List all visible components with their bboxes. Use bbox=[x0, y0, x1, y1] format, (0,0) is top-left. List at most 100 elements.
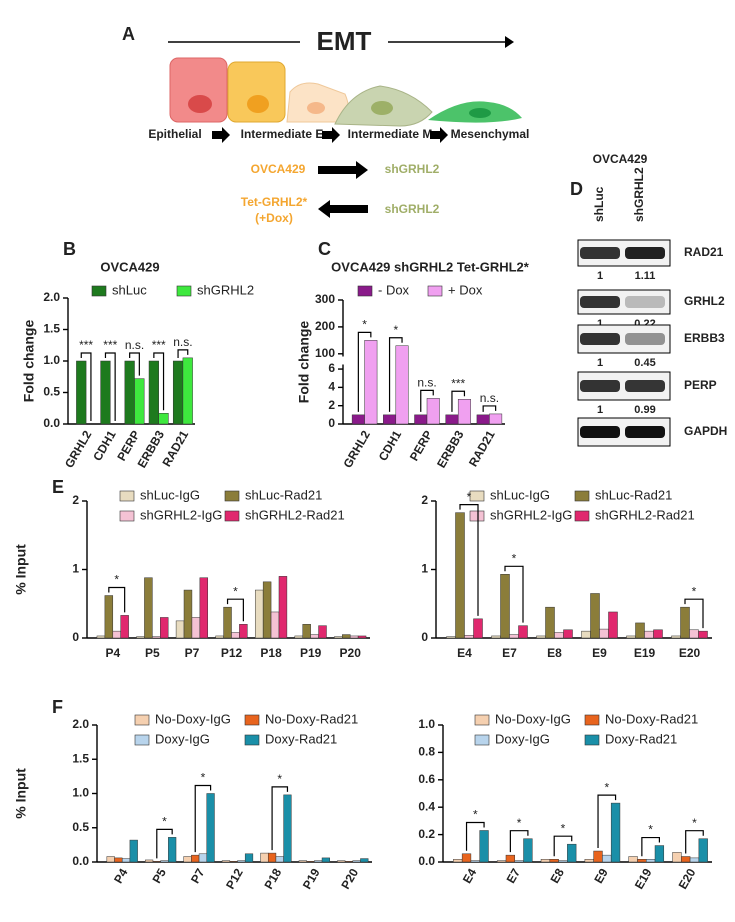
bar bbox=[278, 576, 288, 639]
y-tick-label: 6 bbox=[328, 361, 335, 375]
legend-swatch bbox=[91, 285, 107, 297]
bar bbox=[221, 860, 231, 863]
y-tick-label: 1.0 bbox=[72, 786, 89, 800]
bar bbox=[199, 577, 209, 639]
y-tick-label: 2 bbox=[328, 398, 335, 412]
bar bbox=[244, 853, 254, 863]
significance-label: * bbox=[473, 808, 478, 822]
legend-label: shGRHL2-Rad21 bbox=[245, 507, 345, 522]
bar bbox=[160, 860, 169, 863]
x-tick-label: E9 bbox=[592, 646, 607, 660]
significance-label: * bbox=[114, 573, 119, 587]
y-tick-label: 200 bbox=[315, 319, 335, 333]
bar bbox=[158, 413, 169, 425]
x-tick-label: P18 bbox=[260, 646, 282, 660]
panel-label: B bbox=[63, 239, 76, 259]
blot-band bbox=[625, 247, 665, 259]
y-tick-label: 0.0 bbox=[72, 854, 89, 868]
bar bbox=[260, 852, 269, 863]
bar bbox=[283, 794, 292, 863]
blot-band bbox=[580, 380, 620, 392]
bar bbox=[114, 857, 123, 863]
bar bbox=[446, 636, 456, 639]
significance-bracket bbox=[684, 598, 704, 629]
bar bbox=[306, 861, 315, 863]
bar bbox=[270, 611, 280, 639]
significance-label: * bbox=[561, 821, 566, 835]
bar bbox=[310, 634, 319, 639]
bar bbox=[106, 856, 115, 863]
x-tick-label: P20 bbox=[338, 866, 361, 892]
significance-label: * bbox=[648, 823, 653, 837]
bar bbox=[554, 632, 564, 639]
legend-swatch bbox=[244, 714, 260, 726]
bar bbox=[563, 629, 573, 639]
bar bbox=[183, 589, 193, 639]
bar bbox=[505, 854, 516, 863]
bar bbox=[357, 635, 367, 639]
blot-band bbox=[625, 333, 665, 345]
legend-label: No-Doxy-Rad21 bbox=[605, 711, 698, 726]
bar bbox=[129, 839, 138, 863]
nucleus bbox=[247, 95, 269, 113]
x-tick-label: ERBB3 bbox=[434, 428, 467, 471]
protein-label: ERBB3 bbox=[684, 331, 725, 345]
step-arrow bbox=[430, 127, 448, 143]
quant-label: 1 bbox=[597, 357, 603, 369]
axis-break bbox=[339, 357, 347, 364]
legend-label: Doxy-Rad21 bbox=[605, 731, 677, 746]
bar bbox=[168, 837, 177, 863]
y-tick-label: 0.4 bbox=[418, 799, 435, 813]
bar bbox=[121, 858, 131, 863]
bar bbox=[136, 636, 145, 639]
legend-swatch bbox=[584, 734, 600, 746]
chart-title: OVCA429 bbox=[100, 259, 159, 274]
bar bbox=[464, 635, 474, 639]
bar bbox=[302, 624, 311, 639]
x-tick-label: E9 bbox=[591, 866, 611, 886]
legend-swatch bbox=[474, 714, 490, 726]
bar bbox=[223, 606, 232, 639]
legend-swatch bbox=[427, 285, 443, 297]
x-tick-label: GRHL2 bbox=[62, 428, 95, 471]
stage-label: Epithelial bbox=[148, 127, 201, 141]
bar bbox=[239, 624, 248, 639]
legend-swatch bbox=[134, 734, 150, 746]
bar bbox=[337, 860, 346, 863]
bar bbox=[635, 622, 645, 639]
y-tick-label: 0.0 bbox=[418, 854, 435, 868]
bar bbox=[654, 845, 665, 863]
significance-bracket bbox=[459, 504, 479, 616]
bar bbox=[628, 856, 638, 863]
protein-label: GAPDH bbox=[684, 424, 727, 438]
significance-bracket bbox=[153, 352, 165, 411]
bar bbox=[254, 589, 264, 639]
bar bbox=[681, 856, 691, 863]
cell-line: Tet-GRHL2* bbox=[241, 195, 308, 209]
bar bbox=[294, 635, 303, 639]
y-tick-label: 0 bbox=[72, 630, 79, 644]
legend-swatch bbox=[176, 285, 192, 297]
x-tick-label: P5 bbox=[150, 866, 170, 886]
significance-bracket bbox=[420, 389, 434, 412]
y-axis-label: % Input bbox=[13, 544, 29, 595]
significance-bracket bbox=[641, 836, 660, 857]
y-tick-label: 100 bbox=[315, 346, 335, 360]
bar bbox=[298, 860, 307, 863]
y-tick-label: 0.0 bbox=[43, 416, 60, 430]
bar bbox=[145, 859, 154, 863]
bar bbox=[509, 634, 519, 639]
x-tick-label: P12 bbox=[223, 866, 246, 892]
significance-label: * bbox=[692, 584, 697, 598]
y-tick-label: 300 bbox=[315, 292, 335, 306]
y-tick-label: 2 bbox=[72, 493, 79, 507]
bar bbox=[500, 574, 510, 639]
bar bbox=[198, 853, 208, 863]
y-tick-label: 1 bbox=[421, 562, 428, 576]
blot-band bbox=[625, 380, 665, 392]
y-tick-label: 0.5 bbox=[43, 385, 60, 399]
significance-label: n.s. bbox=[173, 335, 192, 349]
significance-label: * bbox=[467, 490, 472, 504]
x-tick-label: RAD21 bbox=[466, 428, 498, 469]
legend-label: Doxy-IgG bbox=[155, 731, 210, 746]
